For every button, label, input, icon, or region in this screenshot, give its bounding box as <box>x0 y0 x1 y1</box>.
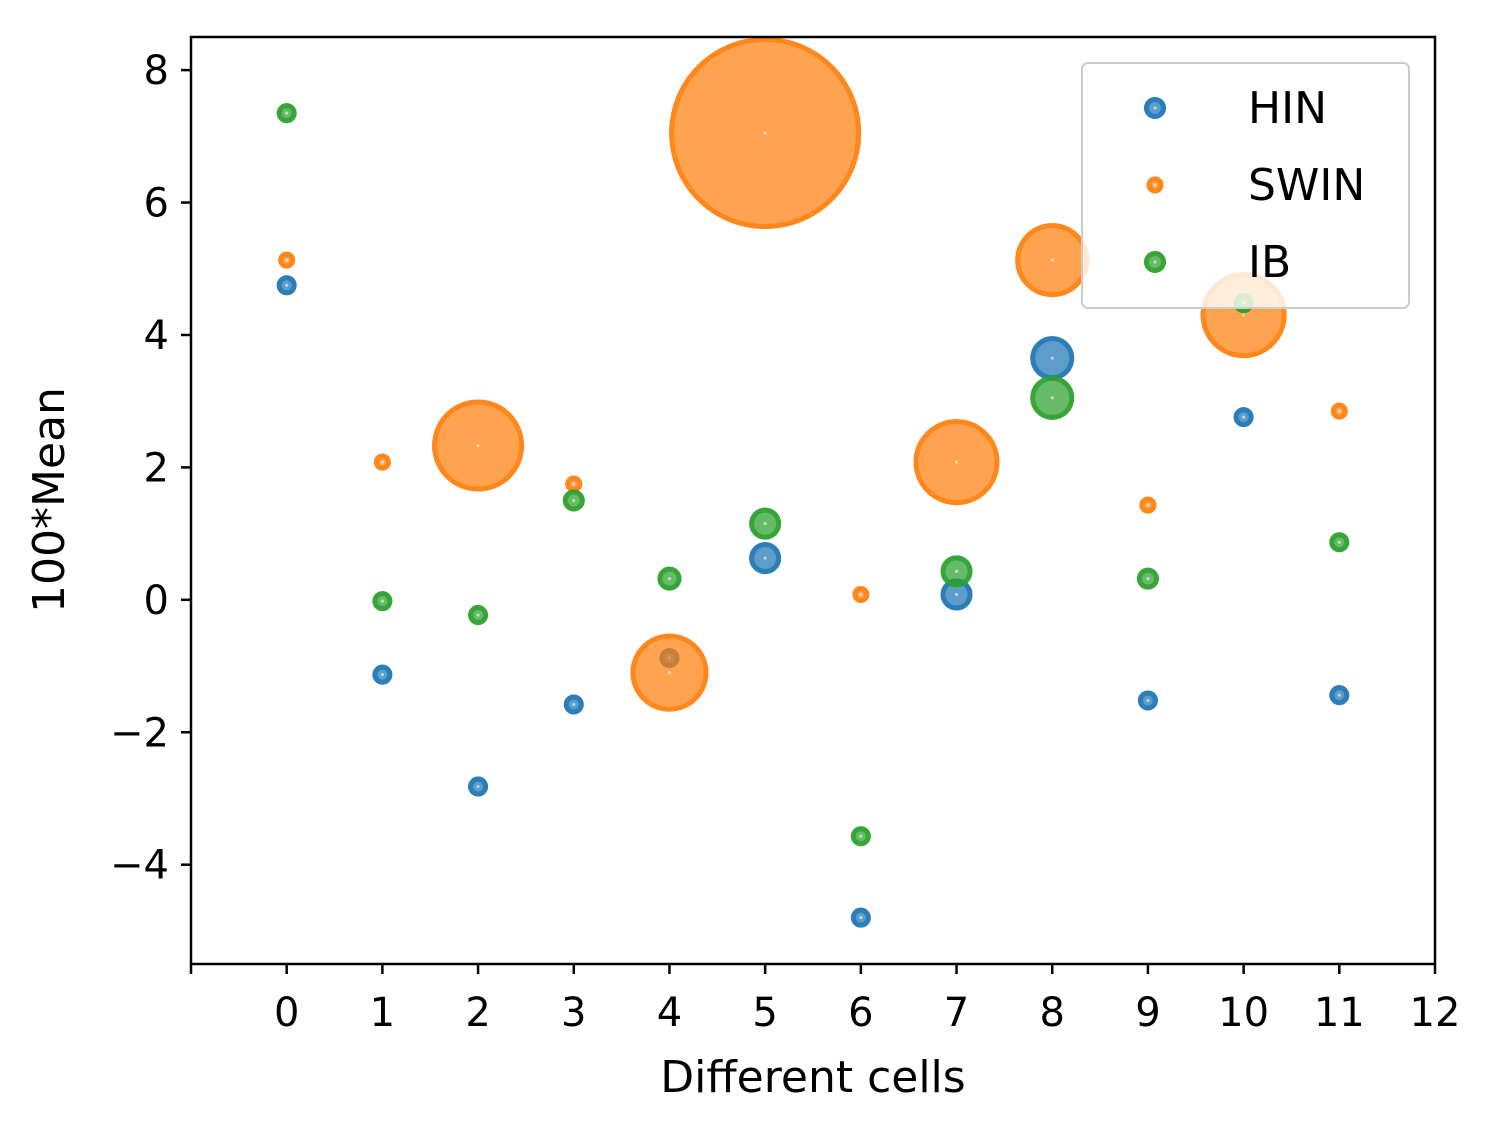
x-tick-label: 5 <box>752 990 777 1036</box>
data-point-swin-8 <box>1015 223 1090 298</box>
legend-marker-ib <box>1144 251 1166 273</box>
y-tick-label: 8 <box>144 48 169 94</box>
x-axis: 0 1 2 3 4 5 6 7 8 9 10 11 12 <box>189 964 1461 1036</box>
legend-box <box>1081 62 1410 309</box>
data-point-ib-5 <box>749 507 782 540</box>
y-tick-label: −2 <box>110 710 169 756</box>
legend-item-ib: IB <box>1144 237 1291 288</box>
x-tick-label: 7 <box>944 990 969 1036</box>
x-tick-label: 2 <box>465 990 490 1036</box>
x-tick-label: 12 <box>1410 990 1461 1036</box>
data-point-swin-11 <box>1330 402 1348 420</box>
data-point-ib-7 <box>940 555 973 588</box>
x-tick-label: 8 <box>1040 990 1065 1036</box>
data-point-hin-8 <box>1030 336 1075 381</box>
data-point-swin-6 <box>852 586 870 604</box>
data-point-ib-1 <box>372 591 393 612</box>
x-tick-label: 1 <box>370 990 395 1036</box>
data-point-swin-5 <box>669 37 862 230</box>
data-point-ib-9 <box>1136 567 1159 590</box>
legend-marker-hin <box>1144 97 1166 119</box>
data-point-swin-2 <box>432 399 525 492</box>
data-point-swin-4 <box>630 633 709 712</box>
x-tick-label: 11 <box>1314 990 1365 1036</box>
data-point-ib-4 <box>657 566 682 591</box>
data-point-hin-9 <box>1137 690 1158 711</box>
data-point-ib-3 <box>562 489 585 512</box>
y-tick-label: 2 <box>144 445 169 491</box>
plot-frame <box>189 35 1437 966</box>
data-point-hin-10 <box>1233 407 1254 428</box>
data-point-ib-8 <box>1030 375 1075 420</box>
legend-label-ib: IB <box>1248 237 1291 288</box>
data-point-ib-2 <box>468 605 489 626</box>
x-tick-label: 9 <box>1135 990 1160 1036</box>
x-tick-label: 0 <box>274 990 299 1036</box>
x-tick-label: 3 <box>561 990 586 1036</box>
data-point-ib-0 <box>276 103 297 124</box>
legend-item-hin: HIN <box>1144 83 1327 134</box>
data-point-hin-11 <box>1329 685 1350 706</box>
data-point-hin-1 <box>372 664 393 685</box>
legend-label-swin: SWIN <box>1248 160 1365 211</box>
series-ib <box>276 103 1350 847</box>
y-tick-label: −4 <box>110 843 169 889</box>
x-tick-label: 4 <box>657 990 682 1036</box>
x-tick-label: 6 <box>848 990 873 1036</box>
data-point-hin-2 <box>468 776 489 797</box>
data-point-ib-6 <box>850 826 871 847</box>
data-point-hin-6 <box>850 907 871 928</box>
series-hin <box>276 275 1350 928</box>
data-point-swin-7 <box>913 419 1000 506</box>
y-tick-label: 6 <box>144 181 169 227</box>
legend-marker-swin <box>1146 176 1164 194</box>
y-tick-label: 4 <box>144 313 169 359</box>
x-tick-label: 10 <box>1218 990 1269 1036</box>
y-tick-label: 0 <box>144 578 169 624</box>
data-point-hin-0 <box>276 275 297 296</box>
legend-label-hin: HIN <box>1248 83 1327 134</box>
legend-item-swin: SWIN <box>1146 160 1365 211</box>
x-axis-label: Different cells <box>660 1052 965 1103</box>
data-point-swin-9 <box>1139 496 1157 514</box>
data-point-hin-3 <box>563 694 584 715</box>
data-point-ib-11 <box>1329 532 1350 553</box>
data-point-swin-1 <box>373 453 391 471</box>
data-point-hin-5 <box>749 542 782 575</box>
y-axis: −4 −2 0 2 4 6 8 <box>110 48 191 889</box>
data-point-swin-0 <box>278 251 296 269</box>
legend: HIN SWIN IB <box>1081 62 1410 309</box>
y-axis-label: 100*Mean <box>24 387 75 613</box>
